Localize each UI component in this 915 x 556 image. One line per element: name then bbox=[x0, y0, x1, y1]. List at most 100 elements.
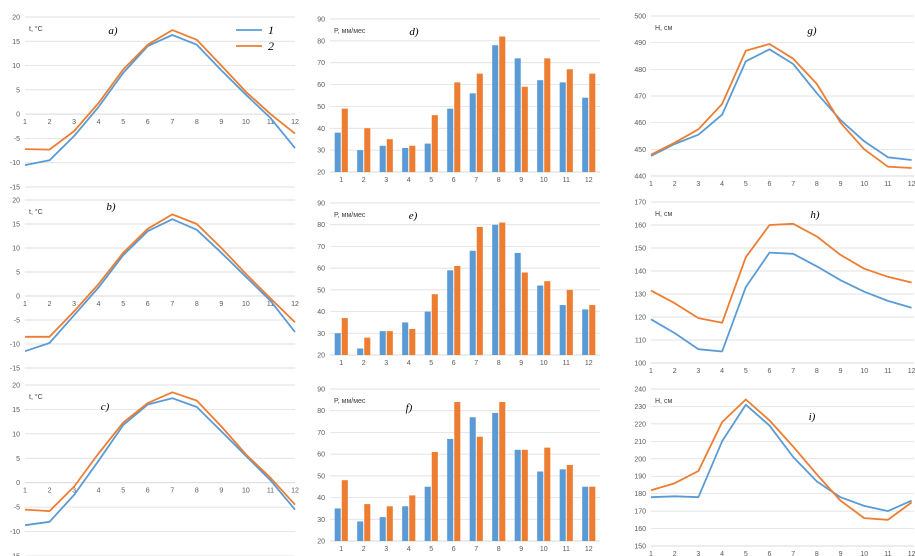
x-tick-label: 12 bbox=[908, 368, 915, 375]
bar-series-2 bbox=[589, 73, 596, 172]
bar-series-1 bbox=[469, 250, 476, 355]
y-tick-label: 230 bbox=[634, 404, 646, 411]
bar-series-2 bbox=[499, 222, 506, 355]
y-axis-label: P, мм/мес bbox=[334, 212, 366, 219]
y-tick-label: 470 bbox=[634, 94, 646, 101]
x-tick-label: 5 bbox=[744, 181, 748, 188]
y-tick-label: 60 bbox=[317, 266, 325, 273]
y-tick-label: -5 bbox=[14, 505, 20, 512]
y-tick-label: 50 bbox=[317, 287, 325, 294]
y-tick-label: 80 bbox=[317, 408, 325, 415]
y-tick-label: 10 bbox=[12, 246, 20, 253]
x-tick-label: 7 bbox=[170, 119, 174, 126]
x-tick-label: 2 bbox=[48, 301, 52, 308]
bar-series-2 bbox=[499, 402, 506, 541]
panel-label: c) bbox=[101, 401, 110, 413]
line-series-2 bbox=[650, 43, 912, 169]
line-series-1 bbox=[24, 397, 296, 527]
x-tick-label: 7 bbox=[170, 301, 174, 308]
line-series-1 bbox=[650, 48, 912, 161]
bar-series-1 bbox=[357, 521, 364, 541]
x-tick-label: 7 bbox=[791, 181, 795, 188]
legend-label-1: 1 bbox=[268, 23, 274, 37]
x-tick-label: 2 bbox=[48, 488, 52, 495]
y-axis-label: t, °C bbox=[29, 25, 43, 33]
x-tick-label: 11 bbox=[884, 181, 891, 188]
y-tick-label: 160 bbox=[634, 223, 646, 230]
line-series-2 bbox=[650, 222, 912, 324]
bar-series-1 bbox=[424, 486, 431, 541]
bar-series-2 bbox=[431, 115, 438, 172]
line-series-1 bbox=[24, 34, 296, 166]
x-tick-label: 5 bbox=[121, 119, 125, 126]
x-tick-label: 11 bbox=[267, 119, 274, 126]
bar-series-1 bbox=[514, 58, 521, 172]
bar-series-2 bbox=[409, 145, 416, 172]
x-tick-label: 8 bbox=[195, 301, 199, 308]
panel-label: a) bbox=[108, 25, 118, 37]
x-tick-label: 12 bbox=[291, 488, 299, 495]
x-tick-label: 3 bbox=[696, 181, 700, 188]
y-tick-label: 190 bbox=[634, 474, 646, 481]
bar-series-2 bbox=[589, 486, 596, 541]
x-tick-label: 3 bbox=[696, 368, 700, 375]
x-tick-label: 9 bbox=[219, 301, 223, 308]
bar-series-1 bbox=[514, 449, 521, 541]
x-tick-label: 1 bbox=[649, 551, 653, 556]
x-tick-label: 7 bbox=[474, 177, 478, 184]
x-tick-label: 7 bbox=[791, 551, 795, 556]
y-tick-label: 150 bbox=[634, 544, 646, 551]
panel-label: b) bbox=[106, 201, 116, 213]
x-tick-label: 2 bbox=[362, 546, 366, 553]
x-tick-label: 2 bbox=[673, 181, 677, 188]
bar-series-2 bbox=[454, 82, 461, 172]
x-tick-label: 6 bbox=[768, 181, 772, 188]
bar-series-2 bbox=[364, 504, 371, 541]
y-tick-label: 60 bbox=[317, 82, 325, 89]
y-tick-label: 500 bbox=[634, 14, 646, 21]
x-tick-label: 12 bbox=[908, 551, 915, 556]
x-tick-label: 9 bbox=[219, 488, 223, 495]
bar-series-2 bbox=[341, 108, 348, 172]
x-tick-label: 9 bbox=[519, 177, 523, 184]
x-tick-label: 1 bbox=[23, 301, 27, 308]
bar-series-1 bbox=[582, 309, 589, 355]
y-tick-label: 490 bbox=[634, 40, 646, 47]
x-tick-label: 5 bbox=[121, 301, 125, 308]
y-axis-label: t, °C bbox=[29, 208, 43, 216]
y-tick-label: 15 bbox=[12, 222, 20, 229]
line-series-2 bbox=[650, 398, 913, 521]
panel-label: i) bbox=[809, 411, 816, 423]
x-tick-label: 1 bbox=[23, 119, 27, 126]
line-series-2 bbox=[24, 29, 296, 151]
x-tick-label: 2 bbox=[48, 119, 52, 126]
x-tick-label: 8 bbox=[195, 119, 199, 126]
bar-series-1 bbox=[334, 132, 341, 172]
y-tick-label: 10 bbox=[12, 63, 20, 70]
y-tick-label: 60 bbox=[317, 452, 325, 459]
y-tick-label: 80 bbox=[317, 38, 325, 45]
y-tick-label: 70 bbox=[317, 60, 325, 67]
y-tick-label: 40 bbox=[317, 309, 325, 316]
y-tick-label: 20 bbox=[317, 539, 325, 546]
bar-series-2 bbox=[476, 73, 483, 172]
x-tick-label: 1 bbox=[649, 181, 653, 188]
x-tick-label: 10 bbox=[860, 368, 868, 375]
x-tick-label: 6 bbox=[146, 488, 150, 495]
x-tick-label: 10 bbox=[540, 546, 548, 553]
x-tick-label: 7 bbox=[474, 360, 478, 367]
panel-label: d) bbox=[409, 26, 419, 38]
y-tick-label: 240 bbox=[634, 387, 646, 394]
x-tick-label: 2 bbox=[673, 368, 677, 375]
x-tick-label: 1 bbox=[339, 546, 343, 553]
y-tick-label: 40 bbox=[317, 126, 325, 133]
line-series-2 bbox=[25, 213, 296, 338]
y-tick-label: 50 bbox=[317, 104, 325, 111]
